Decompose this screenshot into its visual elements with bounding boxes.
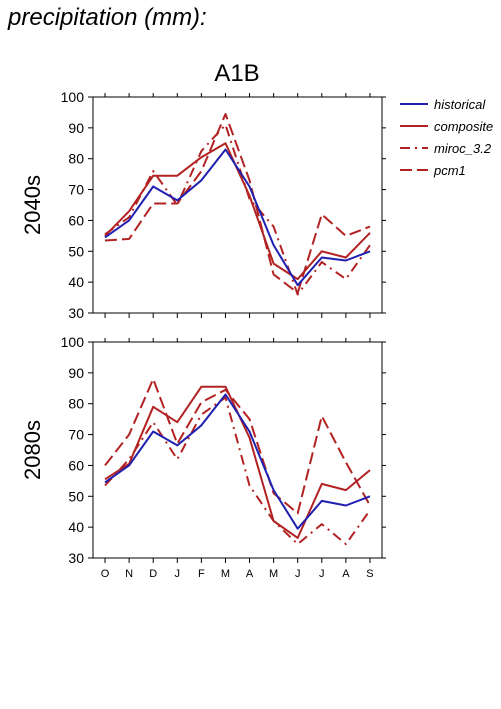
x-tick-label: N — [125, 568, 133, 580]
y-tick-label: 50 — [68, 488, 84, 504]
page-title: precipitation (mm): — [8, 4, 207, 31]
series-line-composite — [104, 385, 371, 539]
y-tick-label: 50 — [68, 243, 84, 259]
legend-item-miroc_3.2: miroc_3.2 — [400, 141, 492, 156]
series-line-historical — [104, 393, 371, 530]
legend-label: miroc_3.2 — [434, 141, 492, 156]
series-line-pcm1 — [104, 378, 371, 515]
y-tick-label: 60 — [68, 212, 84, 228]
x-tick-label: J — [295, 568, 301, 580]
series-line-miroc_3.2 — [104, 123, 371, 296]
chart-panels: 30 40 50 60 70 80 90 100 2040s 30 40 50 60 70 80 90 100 O… — [20, 89, 386, 580]
x-tick-label: S — [366, 568, 373, 580]
y-tick-label: 90 — [68, 365, 84, 381]
y-tick-label: 30 — [68, 305, 84, 321]
plot-frame — [92, 96, 383, 314]
plot-frame — [92, 341, 383, 559]
x-tick-label: A — [342, 568, 350, 580]
legend-label: historical — [434, 97, 486, 112]
legend-item-pcm1: pcm1 — [400, 163, 466, 178]
x-tick-label: M — [221, 568, 230, 580]
y-tick-label: 100 — [61, 89, 85, 105]
y-tick-label: 90 — [68, 120, 84, 136]
y-tick-label: 40 — [68, 274, 84, 290]
scenario-title: A1B — [214, 60, 259, 87]
x-tick-label: F — [198, 568, 205, 580]
series-line-pcm1 — [104, 113, 371, 294]
panel-2080s: 30 40 50 60 70 80 90 100 O N D J F M A M J J A S 2080s — [20, 334, 386, 580]
y-tick-label: 80 — [68, 151, 84, 167]
legend-item-historical: historical — [400, 97, 486, 112]
x-tick-label: J — [319, 568, 325, 580]
y-tick-label: 70 — [68, 427, 84, 443]
x-tick-label: M — [269, 568, 278, 580]
series-line-historical — [104, 148, 371, 287]
y-tick-label: 100 — [61, 334, 85, 350]
x-tick-label: A — [246, 568, 254, 580]
y-tick-label: 80 — [68, 396, 84, 412]
x-tick-label: O — [101, 568, 110, 580]
x-tick-label: J — [175, 568, 181, 580]
legend-label: composite — [434, 119, 493, 134]
y-axis-label: 2080s — [20, 420, 45, 480]
y-tick-label: 30 — [68, 550, 84, 566]
series-line-miroc_3.2 — [104, 396, 371, 546]
y-tick-label: 40 — [68, 519, 84, 535]
legend-item-composite: composite — [400, 119, 493, 134]
y-tick-label: 70 — [68, 182, 84, 198]
legend: historical composite miroc_3.2 pcm1 — [400, 97, 493, 178]
legend-label: pcm1 — [433, 163, 466, 178]
panel-2040s: 30 40 50 60 70 80 90 100 2040s — [20, 89, 386, 321]
x-tick-label: D — [149, 568, 157, 580]
y-axis-label: 2040s — [20, 175, 45, 235]
y-tick-label: 60 — [68, 457, 84, 473]
